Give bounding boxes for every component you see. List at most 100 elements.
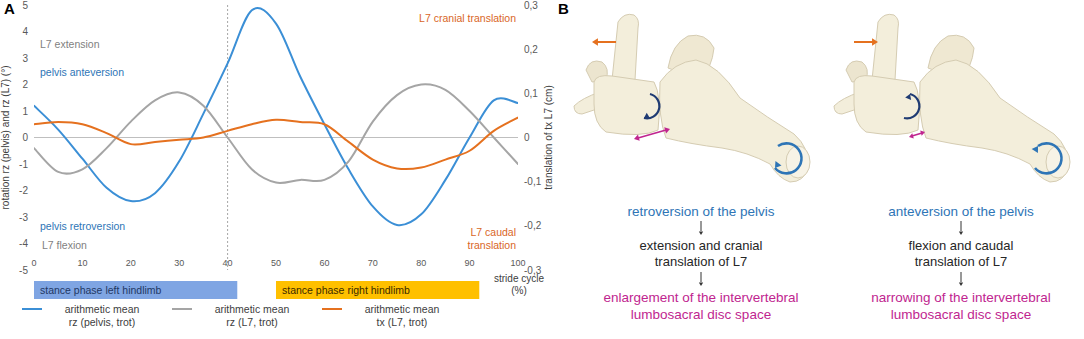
annotation: L7 caudaltranslation [468,226,517,251]
y-tick-label: 3 [22,53,28,64]
arrow-head [1032,146,1038,153]
series-line [34,118,518,169]
spinous-process [872,14,899,80]
arrow-head [909,133,914,138]
stance-phase-bar [34,281,237,299]
flow-arrow [701,221,702,231]
translation-arrow [854,41,874,43]
arrow-head [872,38,878,46]
annotation-line: translation [468,239,517,251]
disc-space-effect: narrowing of the intervertebral [871,290,1050,305]
l7-motion: flexion and caudal [909,238,1014,253]
flow-arrow-head [699,283,703,286]
disc-space-effect: lumbosacral disc space [891,307,1031,322]
figure: A-5-4-3-2-1012345-0,3-0,2-0,100,10,20,30… [0,0,1084,339]
stance-phase-bar [276,281,479,299]
annotation: pelvis anteversion [40,66,124,78]
x-tick-label: 0 [31,258,36,268]
arrow-head [592,38,598,46]
stance-phase-label: stance phase right hindlimb [282,284,410,296]
annotation: L7 extension [40,38,100,50]
flow-arrow [961,221,962,231]
x-tick-label: 90 [465,258,475,268]
l7-motion: translation of L7 [655,254,748,269]
y-tick-label: 1 [22,106,28,117]
x-tick-label: 40 [223,258,233,268]
arrow-head [664,127,670,133]
x-tick-label: 10 [77,258,87,268]
annotation: L7 cranial translation [419,12,516,24]
x-tick-label: 50 [271,258,281,268]
x-axis-label-line: stride cycle [494,273,544,284]
pelvis-rotation-arrow [1035,143,1061,173]
legend-line: rz (pelvis, trot) [69,316,136,328]
y-tick-label: -4 [19,238,28,249]
y-tick-label: 2 [22,79,28,90]
legend-line: arithmetic mean [215,303,290,315]
series-line [34,84,518,183]
flow-arrow-head [959,232,963,235]
vertebra-illustration [574,14,810,182]
x-axis-label-line: (%) [511,285,527,296]
x-tick-label: 70 [368,258,378,268]
annotation-line: L7 caudal [470,226,516,238]
l7-body [854,76,919,135]
annotation: L7 flexion [42,239,87,251]
pelvis-motion: retroversion of the pelvis [627,204,774,219]
legend-swatch [322,308,342,310]
l7-rotation-arrow [904,94,919,118]
panel-label: B [558,0,569,17]
legend-swatch [172,308,192,310]
series-line [34,8,518,225]
legend-line: tx (L7, trot) [377,316,428,328]
x-axis-label: stride cycle(%) [494,273,544,296]
zero-line [34,137,518,138]
y2-tick-label: 0,3 [524,0,538,11]
panel-label: A [4,0,15,17]
disc-space-effect: enlargement of the intervertebral [603,290,798,305]
y-tick-label: 4 [22,26,28,37]
y-tick-label: 5 [22,0,28,11]
y2-tick-label: 0,2 [524,44,538,55]
arrow-head [775,161,782,168]
flow-arrow [961,272,962,282]
l7-body [594,76,659,135]
legend-line: rz (L7, trot) [226,316,277,328]
l7-rotation-arrow [644,94,659,118]
y-tick-label: -3 [19,212,28,223]
x-tick-label: 80 [416,258,426,268]
legend-entry: arithmetic meantx (L7, trot) [365,303,440,328]
flow-arrow-head [699,232,703,235]
y-tick-label: 0 [22,132,28,143]
x-tick-label: 30 [174,258,184,268]
spinous-process [612,14,639,80]
legend-entry: arithmetic meanrz (pelvis, trot) [65,303,140,328]
legend-swatch [22,308,42,310]
legend-line: arithmetic mean [365,303,440,315]
y-tick-label: -2 [19,185,28,196]
legend-entry: arithmetic meanrz (L7, trot) [215,303,290,328]
disc-space-effect: lumbosacral disc space [631,307,771,322]
y2-tick-label: 0,1 [524,88,538,99]
x-tick-label: 20 [126,258,136,268]
arrow-head [920,131,925,136]
plot-area [34,8,518,225]
y2-tick-label: 0 [524,132,530,143]
y-tick-label: -5 [19,265,28,276]
y2-tick-label: -0,2 [524,220,542,231]
l7-motion: extension and cranial [640,238,763,253]
x-tick-label: 60 [319,258,329,268]
l7-motion: translation of L7 [915,254,1008,269]
y-axis-label: rotation rz (pelvis) and rz (L7) (°) [0,65,11,209]
translation-arrow [596,41,616,43]
disc-space-arrow [638,130,666,138]
y2-axis-label: translation of tx L7 (cm) [543,85,554,189]
vertebra-illustration [834,14,1070,182]
flow-arrow [701,272,702,282]
arrow-head [634,135,640,141]
x-tick-label: 100 [510,258,525,268]
arrow-head [905,94,911,100]
flow-arrow-head [959,283,963,286]
arrow-head [644,113,650,119]
y2-tick-label: -0,1 [524,176,542,187]
